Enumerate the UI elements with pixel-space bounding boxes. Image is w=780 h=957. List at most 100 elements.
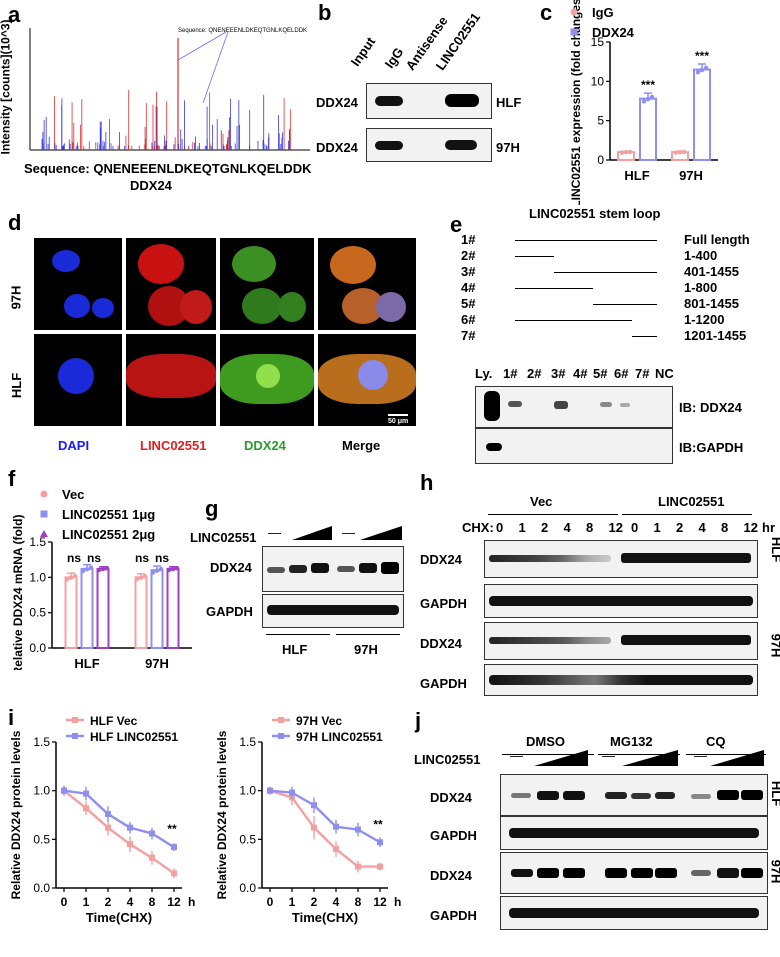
data-point — [311, 802, 317, 809]
legend-label: DDX24 — [592, 25, 635, 40]
microscopy-panel: 97H HLF 50 μm DAPI LINC02551 DDX24 Merge — [0, 230, 420, 460]
y-axis-label: Relative DDX24 mRNA (fold) — [11, 515, 25, 670]
legend-label: IgG — [592, 5, 614, 20]
lane-label: Ly. — [475, 366, 493, 381]
timepoint-label: 1 — [653, 520, 661, 535]
significance-label: *** — [641, 78, 655, 92]
series-line — [63, 789, 175, 849]
rip-blot-panel: Input IgG Antisense LINC02551 DDX24 HLF … — [310, 0, 540, 165]
scale-bar-label: 50 μm — [388, 418, 409, 425]
y-tick-label: 0.0 — [33, 881, 50, 895]
dose-wedge-icon — [622, 750, 678, 766]
data-point — [80, 568, 86, 574]
data-point — [171, 844, 177, 851]
data-point — [83, 790, 89, 797]
data-point — [377, 863, 383, 870]
timepoint-label: 12 — [743, 520, 758, 535]
y-tick-label: 1.5 — [29, 535, 46, 549]
construct-id: 1# — [461, 232, 476, 247]
data-point — [96, 567, 102, 573]
series-line — [269, 789, 380, 868]
chx-label: CHX: — [462, 520, 494, 535]
data-point — [619, 150, 625, 155]
y-tick-label: 0.5 — [239, 832, 256, 846]
blot-row-label: DDX24 — [210, 560, 252, 575]
y-tick-label: 10 — [591, 74, 605, 88]
data-point — [641, 99, 647, 104]
construct-range: 401-1455 — [684, 264, 739, 279]
blot-row-label: GAPDH — [430, 908, 477, 923]
data-point — [149, 830, 155, 837]
legend-marker — [278, 717, 284, 723]
data-point — [149, 854, 155, 861]
dose-wedge-icon — [534, 750, 588, 766]
data-point — [673, 150, 679, 155]
cell-label-hlf: HLF — [769, 780, 780, 807]
timepoint-label: 2 — [541, 520, 549, 535]
y-tick-label: 0.5 — [33, 832, 50, 846]
image-hlf-ddx24 — [220, 334, 314, 426]
chart-f: 0.0 0.5 1.0 1.5 Relative DDX24 mRNA (fold) HL… — [11, 487, 192, 670]
legend-label: HLF LINC02551 — [90, 730, 178, 744]
blot-gapdh-hlf — [484, 584, 758, 618]
lane-label: 7# — [635, 366, 650, 381]
image-hlf-linc02551 — [126, 334, 216, 426]
construct-bar — [515, 288, 594, 289]
spectrum-sequence-caption: Sequence: QNENEEENLDKEQTGNLKQELDDK — [24, 161, 312, 176]
data-point — [333, 823, 339, 830]
y-tick-label: 1.5 — [33, 735, 50, 749]
legend-marker — [570, 28, 578, 36]
construct-bar — [593, 304, 657, 305]
data-point — [158, 566, 164, 572]
cell-label-hlf: HLF — [282, 642, 308, 657]
data-point — [127, 841, 133, 848]
panel-letter-g: g — [205, 496, 219, 521]
panel-j-blot: DMSO MG132 CQ LINC02551 — — — DDX24 HLF … — [410, 730, 780, 950]
cell-label-97h: 97H — [354, 642, 378, 657]
bar — [134, 576, 148, 649]
legend-marker — [40, 530, 48, 537]
blot-ddx24 — [262, 546, 404, 592]
construct-bar — [515, 320, 633, 321]
treatment-label: LINC02551 — [190, 530, 257, 545]
construct-id: 3# — [461, 264, 476, 279]
data-point — [72, 573, 78, 579]
bar — [64, 576, 78, 649]
panel-letter-d: d — [8, 210, 22, 235]
data-point — [333, 846, 339, 853]
significance-label: ns — [135, 551, 149, 565]
x-tick-label: 2 — [311, 895, 318, 909]
panel-letter-i: i — [8, 705, 15, 730]
group-label: MG132 — [610, 734, 653, 749]
x-unit-label: h — [394, 895, 401, 909]
data-point — [627, 149, 633, 155]
lane-label: 1# — [503, 366, 518, 381]
y-tick-label: 0.0 — [29, 641, 46, 655]
significance-label: *** — [695, 49, 709, 63]
timepoint-label: 0 — [496, 520, 504, 535]
panel-letter-a: a — [8, 2, 21, 27]
bar — [166, 567, 180, 649]
construct-bar — [515, 240, 657, 241]
construct-id: 6# — [461, 312, 476, 327]
blot-gapdh — [262, 594, 404, 628]
y-tick-label: 1.5 — [239, 735, 256, 749]
y-axis-label: Relative DDX24 protein levels — [9, 730, 23, 899]
blot-ddx24-97h — [366, 128, 492, 162]
group-label: DMSO — [526, 734, 565, 749]
legend-marker — [40, 510, 48, 518]
lane-label: 6# — [614, 366, 629, 381]
x-tick-label: 4 — [127, 895, 134, 909]
bar — [96, 567, 110, 649]
y-axis-label: LINC02551 expression (fold changes) — [569, 0, 583, 205]
data-point — [150, 570, 156, 575]
data-point — [695, 70, 701, 75]
data-point — [142, 574, 148, 579]
data-point — [355, 826, 361, 833]
y-tick-label: 1.0 — [239, 784, 256, 798]
legend-label: 97H Vec — [296, 714, 342, 728]
construct-range: 801-1455 — [684, 296, 739, 311]
image-97h-merge — [318, 238, 416, 330]
treatment-minus: — — [602, 748, 615, 763]
